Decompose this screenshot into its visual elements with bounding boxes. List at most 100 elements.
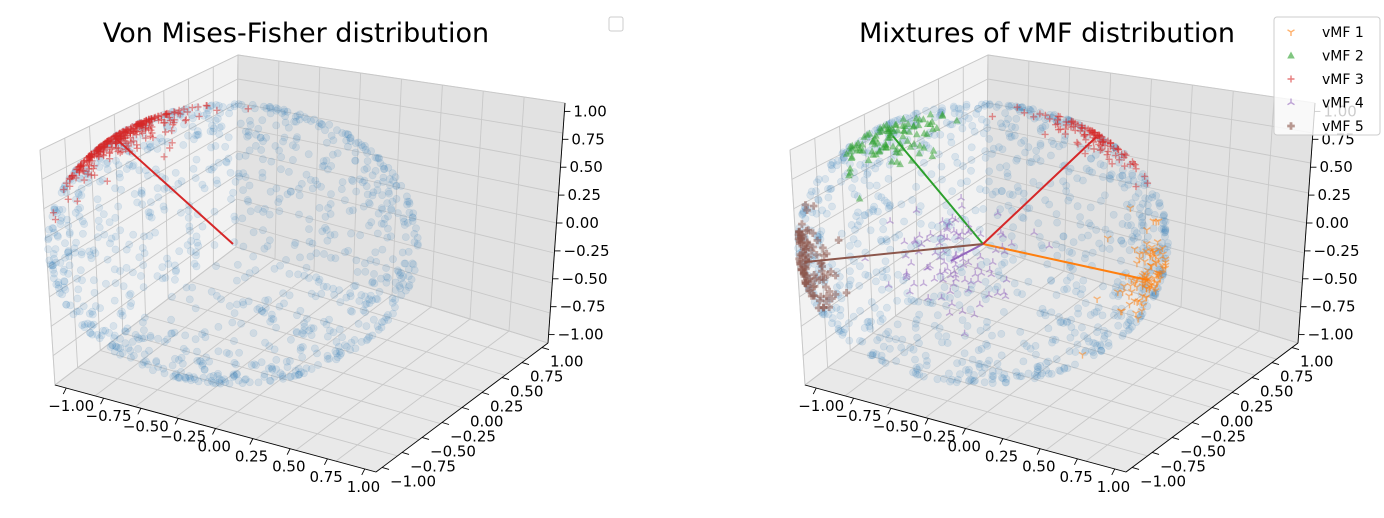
sphere-point	[351, 139, 360, 148]
vmf-mixture-panel: −1.00−0.75−0.50−0.250.000.250.500.751.00…	[789, 16, 1381, 496]
sphere-point	[239, 186, 247, 194]
sphere-point	[217, 122, 226, 131]
sphere-point	[360, 141, 369, 150]
sphere-point	[140, 334, 149, 342]
sphere-point	[343, 142, 352, 151]
sphere-point	[869, 349, 878, 357]
sphere-point	[49, 274, 58, 283]
sphere-point	[292, 143, 300, 151]
x-tick-mark	[100, 397, 104, 405]
sphere-point	[960, 349, 969, 358]
sphere-point	[846, 267, 854, 276]
sphere-point	[260, 372, 269, 381]
sphere-point	[368, 277, 377, 286]
sphere-point	[1071, 360, 1079, 369]
sphere-point	[255, 304, 264, 312]
sphere-point	[152, 169, 161, 178]
sphere-point	[1033, 372, 1041, 380]
floor-grid-line	[295, 318, 471, 451]
sphere-point	[345, 207, 354, 215]
sphere-point	[272, 323, 280, 332]
sphere-point	[95, 203, 104, 212]
sphere-point	[399, 272, 408, 281]
sphere-point	[49, 261, 57, 269]
sphere-point	[258, 155, 267, 164]
sphere-point	[346, 134, 354, 143]
sphere-point	[845, 336, 854, 345]
sphere-point	[372, 257, 381, 266]
sphere-point	[140, 313, 149, 322]
sphere-point	[230, 212, 239, 221]
sphere-point	[813, 178, 821, 187]
sphere-point	[138, 244, 147, 252]
sphere-point	[167, 329, 175, 338]
sphere-point	[207, 376, 216, 385]
sphere-point	[207, 287, 216, 296]
sphere-point	[194, 130, 203, 139]
sphere-point	[893, 320, 902, 329]
sphere-point	[64, 248, 73, 256]
sphere-point	[176, 208, 185, 217]
sphere-point	[365, 299, 374, 307]
sphere-point	[275, 146, 283, 155]
sphere-point	[1069, 238, 1078, 246]
sphere-point	[185, 222, 194, 231]
sphere-point	[78, 321, 87, 329]
sphere-point	[50, 228, 59, 237]
sphere-point	[141, 357, 150, 366]
sphere-point	[363, 149, 372, 157]
sphere-point	[225, 350, 234, 358]
sphere-point	[154, 363, 162, 371]
sphere-point	[105, 218, 114, 227]
sphere-point	[125, 240, 134, 249]
sphere-point	[94, 216, 103, 225]
sphere-point	[52, 280, 61, 289]
sphere-point	[318, 227, 327, 236]
sphere-point	[59, 267, 68, 276]
sphere-point	[391, 295, 400, 304]
sphere-point	[65, 261, 74, 270]
sphere-point	[204, 114, 213, 123]
sphere-point	[1047, 151, 1055, 160]
sphere-point	[110, 296, 119, 305]
sphere-point	[1041, 122, 1050, 130]
y-tick-label: −0.50	[430, 442, 476, 460]
sphere-point	[63, 215, 71, 224]
x-tick-mark	[324, 458, 328, 466]
x-tick-label: 1.00	[1097, 478, 1130, 496]
sphere-point	[64, 269, 73, 278]
floor-grid-line	[213, 263, 527, 360]
sphere-point	[1053, 218, 1061, 227]
sphere-point	[88, 307, 97, 316]
sphere-point	[1053, 251, 1062, 260]
sphere-point	[1056, 318, 1065, 327]
sphere-point	[806, 191, 815, 199]
sphere-point	[327, 162, 336, 170]
sphere-point	[305, 237, 314, 246]
sphere-point	[83, 319, 92, 328]
sphere-point	[235, 152, 244, 161]
sphere-point	[158, 274, 167, 283]
sphere-point	[129, 351, 138, 360]
y-tick-mark	[481, 392, 490, 395]
sphere-point	[198, 180, 207, 189]
sphere-point	[258, 168, 267, 177]
sphere-point	[388, 197, 397, 206]
sphere-point	[897, 200, 906, 209]
sphere-point	[265, 342, 274, 351]
sphere-point	[230, 309, 239, 317]
sphere-point	[77, 250, 86, 259]
sphere-point	[251, 361, 260, 370]
sphere-point	[279, 137, 287, 146]
sphere-point	[298, 342, 307, 351]
sphere-point	[251, 266, 260, 275]
sphere-point	[154, 334, 162, 343]
sphere-point	[115, 169, 124, 178]
sphere-point	[211, 379, 220, 387]
sphere-point	[193, 130, 202, 139]
sphere-point	[143, 145, 152, 154]
sphere-point	[821, 175, 830, 183]
sphere-point	[111, 213, 120, 222]
sphere-point	[354, 138, 363, 147]
sphere-point	[335, 325, 344, 334]
